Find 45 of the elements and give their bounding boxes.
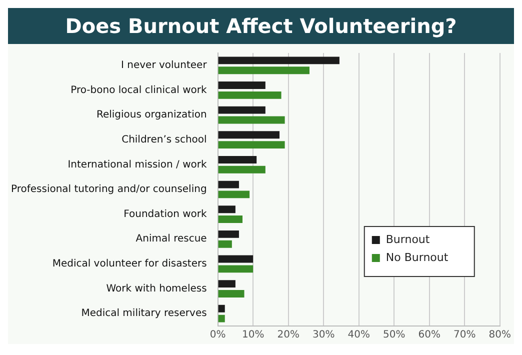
legend-label: No Burnout <box>386 250 449 264</box>
bar <box>218 255 254 263</box>
bar <box>218 304 225 312</box>
y-tick-label: Animal rescue <box>136 234 207 245</box>
x-tick-label: 20% <box>277 330 300 341</box>
bar <box>218 230 239 238</box>
x-tick-label: 10% <box>242 330 264 341</box>
bar <box>218 141 285 149</box>
bar <box>218 240 232 248</box>
bar <box>218 206 236 214</box>
bar <box>218 116 285 124</box>
y-tick-label: Children’s school <box>122 134 207 146</box>
bar <box>218 131 280 139</box>
bar <box>218 66 310 74</box>
bar <box>218 82 266 89</box>
chart-title: Does Burnout Affect Volunteering? <box>8 8 514 44</box>
y-tick-label: Medical military reserves <box>81 308 207 320</box>
bar <box>218 91 282 99</box>
y-tick-label: Medical volunteer for disasters <box>52 258 207 270</box>
y-tick-label: International mission / work <box>68 159 208 170</box>
bar <box>218 56 340 64</box>
legend-label: Burnout <box>386 232 430 246</box>
x-tick-label: 70% <box>454 330 476 341</box>
bar <box>218 106 266 114</box>
x-tick-label: 40% <box>348 330 370 341</box>
x-tick-label: 80% <box>488 330 512 341</box>
y-tick-label: I never volunteer <box>121 60 208 72</box>
bar <box>218 216 242 224</box>
bar <box>218 280 236 288</box>
y-tick-label: Professional tutoring and/or counseling <box>10 184 207 196</box>
bar <box>218 314 225 322</box>
bar <box>218 290 244 298</box>
y-tick-label: Foundation work <box>124 208 208 220</box>
bar <box>218 166 266 174</box>
bar <box>218 190 250 198</box>
bar <box>218 180 239 188</box>
bar <box>218 265 254 273</box>
x-tick-label: 30% <box>312 330 335 341</box>
y-tick-label: Religious organization <box>96 110 207 121</box>
x-tick-label: 50% <box>382 330 406 341</box>
x-tick-label: 0% <box>210 330 226 341</box>
y-tick-label: Work with homeless <box>106 283 207 294</box>
y-tick-label: Pro-bono local clinical work <box>70 84 208 96</box>
x-tick-label: 60% <box>418 330 440 341</box>
bar <box>218 156 257 164</box>
